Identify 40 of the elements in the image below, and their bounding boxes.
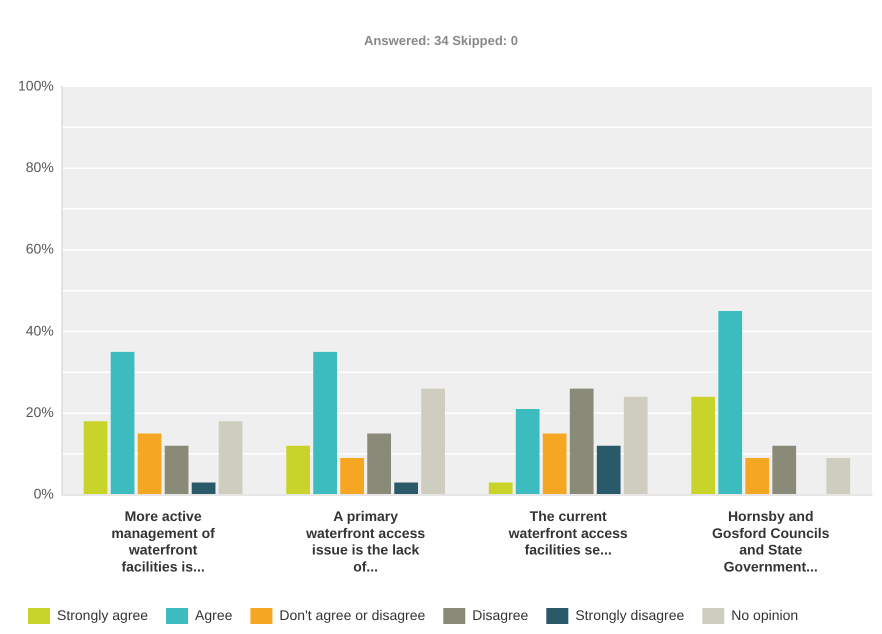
bar: [286, 446, 310, 494]
bar: [596, 446, 621, 494]
bar: [394, 482, 418, 494]
legend-label: Strongly agree: [57, 606, 148, 623]
bar: [218, 421, 242, 494]
bar: [192, 482, 216, 494]
bar: [542, 434, 567, 494]
y-tick-label: 20%: [26, 404, 54, 420]
bar: [110, 352, 134, 494]
bar: [745, 458, 770, 494]
x-tick-label: Hornsby and Gosford Councils and State Government...: [712, 508, 830, 574]
bar: [624, 396, 648, 494]
x-tick-label: More active management of waterfront facilities is...: [111, 508, 216, 574]
bar: [516, 409, 540, 494]
bar: [340, 458, 364, 494]
bar: [421, 388, 446, 494]
y-tick-label: 0%: [34, 486, 54, 502]
y-tick-label: 100%: [18, 77, 54, 94]
chart-subtitle: Answered: 34 Skipped: 0: [363, 33, 519, 48]
x-tick-label: A primary waterfront access issue is the lack of...: [305, 508, 426, 574]
bar: [367, 434, 392, 494]
bar: [138, 434, 162, 494]
y-tick-label: 80%: [26, 158, 54, 175]
bar: [313, 352, 338, 494]
bar: [772, 446, 796, 494]
bar: [718, 311, 742, 494]
bar: [691, 396, 716, 494]
legend-label: Agree: [195, 606, 233, 623]
y-tick-label: 40%: [26, 322, 54, 338]
legend-label: Disagree: [472, 606, 529, 623]
bar: [84, 421, 108, 494]
bar: [570, 388, 594, 494]
y-tick-label: 60%: [26, 240, 54, 257]
bar: [164, 446, 188, 494]
bar: [488, 482, 513, 494]
legend-label: Don't agree or disagree: [279, 606, 426, 623]
x-tick-label: The current waterfront access facilities se...: [508, 508, 628, 558]
legend-label: No opinion: [731, 606, 798, 623]
bar: [826, 458, 850, 494]
legend-label: Strongly disagree: [575, 606, 684, 623]
